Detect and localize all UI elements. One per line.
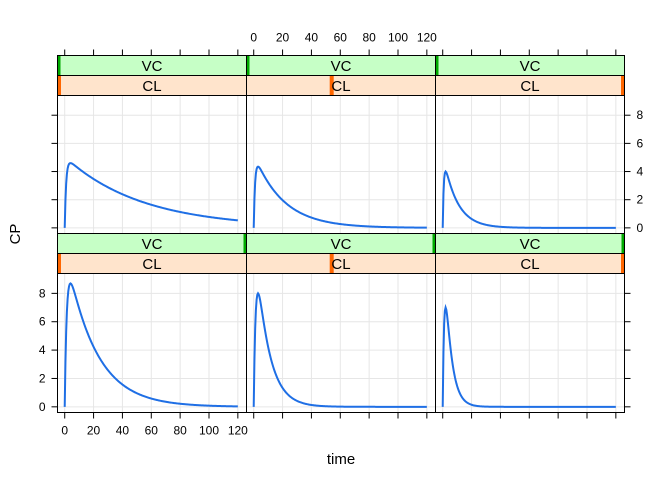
y-tick-label-left: 6 [39, 315, 46, 329]
strip-vc-panel-3 [435, 55, 625, 76]
series-line-panel-5 [252, 291, 427, 408]
strip-cl-label: CL [331, 78, 350, 95]
strip-vc-panel-5 [246, 233, 436, 254]
y-tick-label-right: 4 [637, 165, 644, 179]
strip-vc-label: VC [520, 58, 541, 75]
strip-cl-panel-5 [246, 253, 436, 274]
x-tick-label-top: 20 [276, 31, 290, 45]
x-axis-title: time [327, 451, 355, 468]
strip-vc-label: VC [142, 236, 163, 253]
y-tick-label-right: 8 [637, 108, 644, 122]
strip-vc-panel-6 [435, 233, 625, 254]
series-line-panel-1 [63, 162, 238, 228]
x-tick-label-bottom: 100 [199, 424, 219, 438]
strip-vc-label: VC [142, 58, 163, 75]
y-tick-label-right: 2 [637, 193, 644, 207]
strip-vc-panel-4 [57, 233, 247, 254]
strip-cl-panel-2 [246, 75, 436, 96]
strip-cl-label: CL [142, 78, 161, 95]
y-tick-label-right: 6 [637, 136, 644, 150]
y-tick-label-right: 0 [637, 221, 644, 235]
strip-vc-label: VC [520, 236, 541, 253]
strip-cl-label: CL [142, 256, 161, 273]
x-tick-label-bottom: 40 [116, 424, 130, 438]
strip-cl-panel-1 [57, 75, 247, 96]
x-tick-label-top: 80 [362, 31, 376, 45]
x-tick-label-top: 60 [334, 31, 348, 45]
x-tick-label-bottom: 120 [228, 424, 248, 438]
y-tick-label-left: 8 [39, 286, 46, 300]
x-tick-label-top: 120 [417, 31, 437, 45]
y-axis-title: CP [7, 224, 24, 245]
strip-vc-panel-2 [246, 55, 436, 76]
x-tick-label-bottom: 80 [173, 424, 187, 438]
series-line-panel-6 [441, 303, 616, 408]
series-line-panel-3 [441, 169, 616, 229]
series-line-panel-2 [252, 165, 427, 229]
x-tick-label-top: 0 [250, 31, 257, 45]
strip-vc-panel-1 [57, 55, 247, 76]
x-tick-label-bottom: 60 [145, 424, 159, 438]
strip-vc-label: VC [331, 58, 352, 75]
y-tick-label-left: 2 [39, 371, 46, 385]
strip-cl-panel-3 [435, 75, 625, 96]
strip-cl-panel-6 [435, 253, 625, 274]
x-tick-label-top: 40 [305, 31, 319, 45]
y-tick-label-left: 4 [39, 343, 46, 357]
strip-cl-label: CL [520, 78, 539, 95]
strip-cl-label: CL [331, 256, 350, 273]
strip-cl-panel-4 [57, 253, 247, 274]
strip-vc-label: VC [331, 236, 352, 253]
x-tick-label-top: 100 [388, 31, 408, 45]
strip-cl-label: CL [520, 256, 539, 273]
x-tick-label-bottom: 20 [87, 424, 101, 438]
series-line-panel-4 [63, 282, 238, 408]
y-tick-label-left: 0 [39, 400, 46, 414]
x-tick-label-bottom: 0 [61, 424, 68, 438]
